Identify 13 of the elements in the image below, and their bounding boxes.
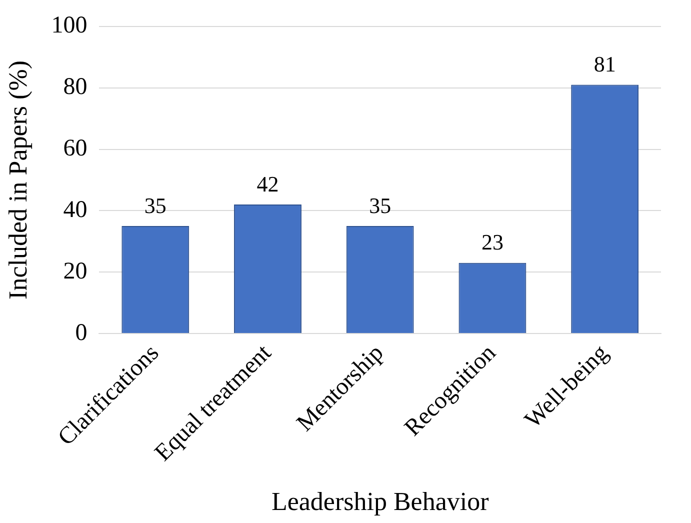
y-tick-label: 0: [75, 320, 88, 346]
y-axis-title: Included in Papers (%): [3, 60, 32, 300]
x-axis-title: Leadership Behavior: [271, 487, 490, 516]
y-tick-label: 60: [63, 136, 88, 162]
data-label: 35: [369, 192, 392, 218]
data-label: 23: [481, 230, 504, 255]
y-tick-label: 40: [63, 196, 88, 223]
y-tick-label: 20: [63, 258, 88, 284]
data-label: 81: [594, 52, 616, 77]
y-tick-label: 80: [63, 74, 88, 100]
data-label: 35: [144, 192, 166, 218]
y-tick-label: 100: [51, 12, 88, 39]
data-label: 42: [256, 171, 279, 196]
